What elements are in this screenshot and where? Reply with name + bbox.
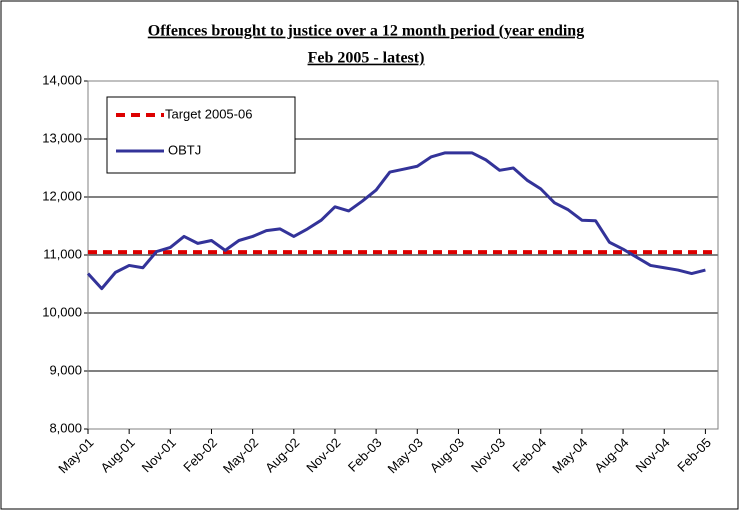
chart-title: Feb 2005 - latest) <box>308 50 425 67</box>
plot-area <box>87 80 719 430</box>
y-tick-label: 10,000 <box>42 304 82 319</box>
y-tick-label: 11,000 <box>43 246 82 261</box>
chart-title: Offences brought to justice over a 12 mo… <box>148 23 584 40</box>
legend-label: Target 2005-06 <box>165 106 252 121</box>
y-tick-label: 8,000 <box>49 420 82 435</box>
y-tick-label: 14,000 <box>42 72 82 87</box>
y-tick-label: 9,000 <box>49 362 82 377</box>
y-tick-label: 13,000 <box>42 130 82 145</box>
series-line <box>86 151 706 291</box>
y-tick-label: 12,000 <box>42 188 82 203</box>
legend-label: OBTJ <box>168 142 201 157</box>
legend-box <box>106 96 296 174</box>
